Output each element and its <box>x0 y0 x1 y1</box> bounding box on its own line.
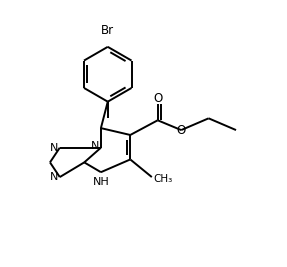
Text: O: O <box>153 92 162 105</box>
Text: NH: NH <box>92 177 109 187</box>
Text: N: N <box>91 141 99 151</box>
Text: N: N <box>49 143 58 153</box>
Text: N: N <box>49 172 58 182</box>
Text: CH₃: CH₃ <box>154 174 173 184</box>
Text: O: O <box>177 124 186 137</box>
Text: Br: Br <box>101 24 114 37</box>
